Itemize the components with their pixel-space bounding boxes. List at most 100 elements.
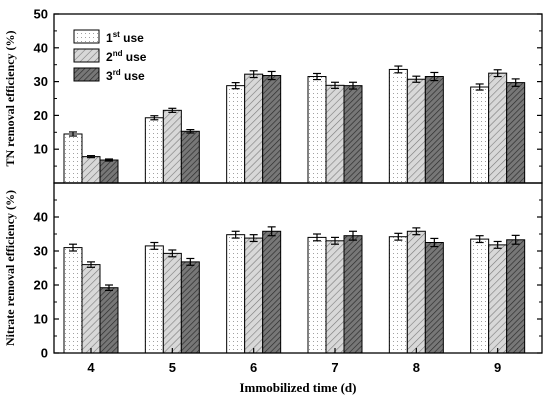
x-tick-label: 4 — [87, 360, 95, 375]
y-tick-label: 20 — [34, 278, 48, 293]
panel-1: 10 20 30 40 50 TN removal efficiency (%) — [3, 7, 543, 184]
legend-item-1: 1st use — [73, 29, 144, 45]
bar-1-6 — [226, 234, 246, 354]
error-bar — [150, 241, 159, 250]
bar-1-4 — [63, 247, 83, 354]
error-bar — [331, 236, 339, 245]
error-bar — [412, 75, 421, 83]
bar-3-7 — [343, 235, 363, 354]
y-tick-label: 20 — [34, 108, 48, 123]
y-axis-title: TN removal efficiency (%) — [3, 30, 17, 166]
error-bar — [349, 81, 357, 90]
x-tick-label: 9 — [494, 360, 501, 375]
bar-1-5 — [144, 245, 164, 354]
error-bar — [394, 65, 403, 74]
bar-3-7 — [343, 85, 363, 184]
error-bar — [105, 158, 113, 162]
bar-2-7 — [325, 240, 345, 354]
error-bar — [267, 226, 276, 237]
error-bar — [168, 107, 177, 113]
y-tick-label: 10 — [34, 312, 48, 327]
error-bar — [105, 284, 113, 292]
error-bar — [87, 261, 95, 268]
panel-frame — [53, 182, 543, 354]
legend-label: 1st use — [106, 30, 144, 45]
error-bar — [493, 240, 502, 249]
y-tick-label: 30 — [34, 74, 48, 89]
error-bar — [430, 71, 439, 82]
bar-3-6 — [262, 230, 282, 354]
bar-3-8 — [424, 76, 444, 184]
bar-2-9 — [488, 244, 508, 354]
x-tick-label: 6 — [250, 360, 257, 375]
bar-2-4 — [81, 264, 101, 354]
bar-2-8 — [406, 230, 426, 354]
bar-2-8 — [406, 78, 426, 184]
y-axis-title: Nitrate removal efficiency (%) — [3, 190, 17, 346]
error-bar — [331, 81, 339, 89]
bar-3-6 — [262, 75, 282, 184]
error-bar — [475, 235, 484, 244]
bar-1-6 — [226, 85, 246, 184]
bar-1-7 — [307, 76, 327, 184]
x-axis-title: Immobilized time (d) — [240, 380, 357, 395]
y-tick-label: 0 — [41, 346, 48, 361]
y-tick-label: 10 — [34, 142, 48, 157]
bar-1-5 — [144, 117, 164, 184]
error-bar — [511, 78, 520, 87]
error-bar — [511, 234, 520, 245]
y-tick-label: 50 — [34, 7, 48, 22]
bar-2-5 — [162, 252, 182, 354]
x-tick-label: 7 — [331, 360, 338, 375]
legend-item-2: 2nd use — [73, 48, 147, 64]
x-tick-label: 5 — [169, 360, 176, 375]
legend-swatch — [73, 67, 100, 82]
bar-1-8 — [388, 68, 408, 184]
error-bar — [313, 72, 321, 81]
error-bar — [231, 230, 240, 239]
legend-label: 3rd use — [106, 68, 145, 83]
legend-swatch — [73, 29, 100, 44]
bar-1-9 — [470, 238, 490, 354]
y-tick-label: 40 — [34, 210, 48, 225]
error-bar — [475, 83, 484, 91]
error-bar — [430, 237, 439, 248]
bar-2-6 — [244, 237, 264, 354]
bar-3-9 — [506, 239, 526, 354]
legend: 1st use 2nd use 3rd use — [73, 29, 147, 83]
bar-2-7 — [325, 84, 345, 184]
error-bar — [150, 115, 159, 121]
error-bar — [493, 69, 502, 78]
bar-3-4 — [99, 287, 119, 354]
error-bar — [69, 131, 77, 137]
bar-3-4 — [99, 159, 119, 184]
y-tick-label: 40 — [34, 40, 48, 55]
bar-2-6 — [244, 73, 264, 184]
error-bar — [249, 70, 258, 79]
bar-2-4 — [81, 156, 101, 184]
bar-3-8 — [424, 242, 444, 354]
y-tick-label: 30 — [34, 244, 48, 259]
error-bar — [349, 230, 357, 241]
legend-item-3: 3rd use — [73, 67, 145, 83]
error-bar — [186, 128, 195, 134]
bar-3-9 — [506, 82, 526, 184]
bar-1-7 — [307, 236, 327, 354]
bar-1-8 — [388, 236, 408, 354]
bar-2-5 — [162, 109, 182, 184]
error-bar — [313, 233, 321, 242]
error-bar — [249, 234, 258, 243]
bar-1-9 — [470, 86, 490, 184]
legend-label: 2nd use — [106, 49, 147, 64]
error-bar — [69, 243, 77, 252]
bar-2-9 — [488, 72, 508, 184]
bar-3-5 — [180, 130, 200, 184]
legend-swatch — [73, 48, 100, 63]
panel-2: 0 10 20 30 40 Nitrate removal efficiency (%) 4… — [3, 182, 543, 395]
error-bar — [412, 227, 421, 236]
error-bar — [87, 155, 95, 159]
bar-3-5 — [180, 261, 200, 354]
error-bar — [394, 232, 403, 241]
bar-1-4 — [63, 133, 83, 184]
